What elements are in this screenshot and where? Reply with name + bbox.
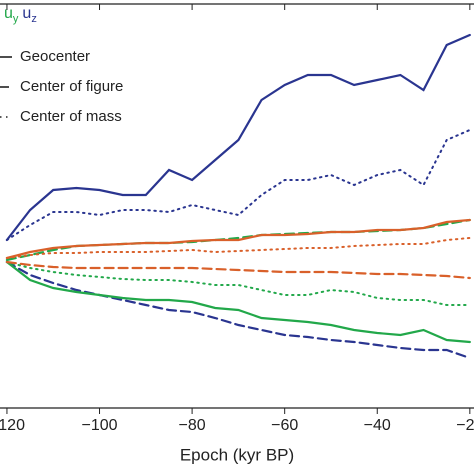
series-line — [5, 237, 471, 259]
series-line — [5, 261, 471, 306]
legend-label: Center of figure — [20, 78, 123, 95]
x-tick-label: −100 — [81, 417, 117, 434]
x-tick-label: −120 — [0, 417, 25, 434]
legend-symbol: u — [22, 5, 31, 22]
legend-subscript: y — [13, 13, 19, 25]
x-tick-label: −40 — [364, 417, 391, 434]
x-axis-label: Epoch (kyr BP) — [180, 445, 294, 464]
x-tick-label: −80 — [179, 417, 206, 434]
x-tick-label: −20 — [456, 417, 474, 434]
legend-label: Center of mass — [20, 108, 122, 125]
series-line — [5, 260, 471, 280]
series-line — [5, 218, 471, 260]
series-line — [5, 33, 471, 242]
series-line — [5, 260, 471, 360]
x-tick-label: −60 — [271, 417, 298, 434]
legend-subscript: z — [31, 13, 37, 25]
series-line — [5, 260, 471, 344]
series-line — [5, 129, 471, 241]
legend-label: Geocenter — [20, 48, 90, 65]
legend-symbol: u — [4, 5, 13, 22]
legend-title: uy uz — [4, 5, 37, 25]
